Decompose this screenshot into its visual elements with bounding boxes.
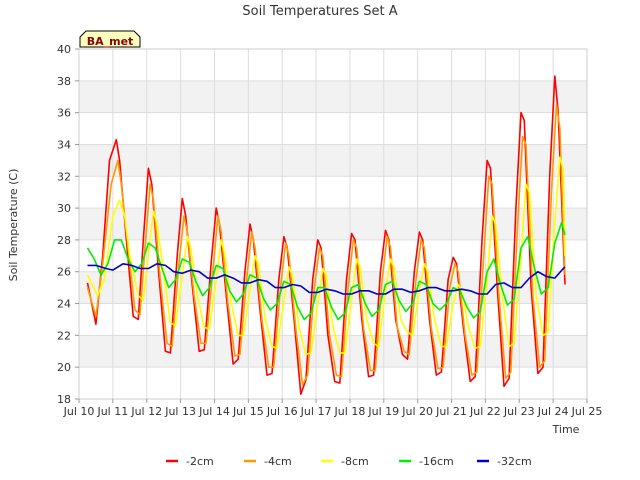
series-line-2cmcm [86, 75, 566, 395]
x-axis-ticks: Jul 10 Jul 11 Jul 12 Jul 13 Jul 14 Jul 15 Jul … [63, 399, 603, 418]
legend-label: -8cm [341, 455, 369, 468]
series-lines [86, 75, 566, 395]
x-tick-label: Jul 18 [334, 405, 366, 418]
series-line-8cmcm [86, 156, 566, 356]
y-tick-label: 18 [57, 393, 71, 406]
x-tick-label: Jul 23 [503, 405, 535, 418]
y-axis-ticks: 18 20 22 24 26 28 30 32 34 36 38 40 [57, 43, 79, 406]
y-tick-label: 40 [57, 43, 71, 56]
x-tick-label: Jul 24 [537, 405, 569, 418]
legend-label: -2cm [186, 455, 214, 468]
x-tick-label: Jul 20 [401, 405, 433, 418]
plot-frame [78, 48, 588, 400]
y-tick-label: 24 [57, 298, 71, 311]
x-tick-label: Jul 21 [435, 405, 467, 418]
legend-label: -4cm [264, 455, 292, 468]
plot-band [79, 271, 587, 304]
x-tick-label: Jul 15 [232, 405, 264, 418]
y-tick-label: 22 [57, 329, 71, 342]
site-label-box: BA_met [79, 30, 141, 48]
y-tick-label: 28 [57, 234, 71, 247]
x-tick-label: Jul 19 [367, 405, 399, 418]
x-tick-label: Jul 13 [164, 405, 196, 418]
x-tick-label: Jul 12 [130, 405, 162, 418]
series-line-4cmcm [86, 103, 566, 386]
chart-title: Soil Temperatures Set A [242, 4, 397, 19]
y-tick-label: 20 [57, 361, 71, 374]
site-label: BA_met [87, 35, 134, 48]
y-tick-label: 36 [57, 107, 71, 120]
y-tick-label: 30 [57, 202, 71, 215]
x-tick-label: Jul 10 [63, 405, 95, 418]
x-tick-label: Jul 22 [469, 405, 501, 418]
site-label-tag-shape [79, 30, 141, 48]
legend: -2cm -4cm -8cm -16cm -32cm [166, 455, 532, 468]
x-tick-label: Jul 25 [571, 405, 603, 418]
plot-band [79, 80, 587, 113]
x-axis-label: Time [552, 423, 580, 436]
series-line-32cmcm [87, 263, 566, 295]
y-tick-label: 38 [57, 75, 71, 88]
y-tick-label: 32 [57, 170, 71, 183]
legend-label: -16cm [419, 455, 454, 468]
x-tick-label: Jul 11 [96, 405, 128, 418]
y-tick-label: 26 [57, 266, 71, 279]
legend-label: -32cm [497, 455, 532, 468]
x-tick-label: Jul 17 [300, 405, 332, 418]
y-tick-label: 34 [57, 138, 71, 151]
series-line-16cmcm [86, 221, 566, 321]
y-axis-label: Soil Temperature (C) [7, 169, 20, 282]
plot-band [79, 208, 587, 240]
x-tick-label: Jul 14 [198, 405, 230, 418]
plot-band [79, 144, 587, 177]
x-tick-label: Jul 16 [266, 405, 298, 418]
